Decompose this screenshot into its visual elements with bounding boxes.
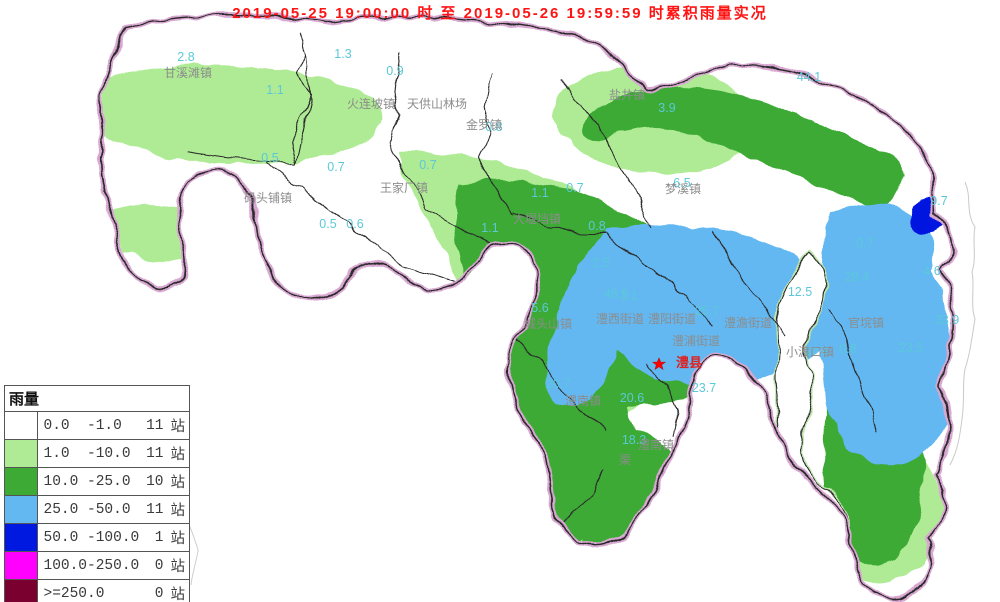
svg-text:金罗镇: 金罗镇	[466, 117, 502, 132]
svg-text:4.6: 4.6	[923, 264, 940, 278]
svg-text:1.1: 1.1	[266, 83, 283, 97]
svg-text:澧澹街道: 澧澹街道	[724, 316, 772, 330]
svg-text:2.5: 2.5	[592, 256, 609, 270]
svg-text:天供山林场: 天供山林场	[407, 97, 467, 111]
svg-text:小渡口镇: 小渡口镇	[786, 344, 834, 359]
svg-text:2.8: 2.8	[177, 50, 194, 64]
svg-text:0.5: 0.5	[261, 151, 278, 165]
svg-text:澧南镇: 澧南镇	[638, 437, 674, 452]
svg-text:33.9: 33.9	[935, 313, 959, 327]
svg-text:28.4: 28.4	[845, 270, 869, 284]
svg-text:火连坡镇: 火连坡镇	[347, 96, 395, 111]
svg-text:1.1: 1.1	[531, 186, 548, 200]
svg-text:码头铺镇: 码头铺镇	[244, 191, 292, 205]
svg-text:20.6: 20.6	[620, 391, 644, 405]
svg-text:0.9: 0.9	[386, 64, 403, 78]
svg-text:9.7: 9.7	[930, 194, 947, 208]
svg-text:澧阳街道: 澧阳街道	[648, 312, 696, 326]
svg-text:澧县: 澧县	[676, 355, 702, 370]
svg-text:0.7: 0.7	[566, 181, 583, 195]
svg-text:12.5: 12.5	[788, 285, 812, 299]
svg-text:3.9: 3.9	[658, 101, 675, 115]
svg-text:0.7: 0.7	[327, 160, 344, 174]
svg-text:44.1: 44.1	[797, 70, 821, 84]
svg-text:1.1: 1.1	[481, 221, 498, 235]
svg-text:23.7: 23.7	[692, 381, 716, 395]
svg-text:渠: 渠	[619, 453, 631, 467]
svg-text:20.7: 20.7	[546, 377, 570, 391]
svg-text:甘溪滩镇: 甘溪滩镇	[164, 66, 212, 80]
svg-text:官垸镇: 官垸镇	[848, 315, 884, 330]
svg-text:澧西街道: 澧西街道	[596, 312, 644, 326]
svg-text:0.5: 0.5	[319, 217, 336, 231]
svg-text:大堰垱镇: 大堰垱镇	[513, 212, 561, 226]
svg-text:25.7: 25.7	[695, 304, 719, 318]
svg-text:5.6: 5.6	[531, 301, 548, 315]
svg-text:王家厂镇: 王家厂镇	[380, 180, 428, 195]
svg-text:0.8: 0.8	[588, 219, 605, 233]
svg-text:23.5: 23.5	[899, 341, 923, 355]
svg-text:1.1: 1.1	[620, 289, 637, 303]
svg-text:0.7: 0.7	[419, 158, 436, 172]
svg-text:城头山镇: 城头山镇	[524, 317, 572, 331]
svg-text:0.7: 0.7	[856, 236, 873, 250]
svg-text:澧浦街道: 澧浦街道	[672, 334, 720, 348]
svg-text:澧南镇: 澧南镇	[565, 393, 601, 408]
svg-text:1.3: 1.3	[334, 47, 351, 61]
svg-text:盐井镇: 盐井镇	[609, 88, 645, 102]
svg-text:0.8: 0.8	[839, 342, 856, 356]
svg-text:0.6: 0.6	[346, 217, 363, 231]
svg-text:梦溪镇: 梦溪镇	[665, 182, 701, 196]
